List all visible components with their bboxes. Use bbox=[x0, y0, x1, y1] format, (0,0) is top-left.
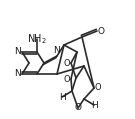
Text: O: O bbox=[64, 59, 70, 67]
Text: O: O bbox=[75, 104, 82, 112]
Text: NH$_2$: NH$_2$ bbox=[27, 32, 47, 46]
Text: O: O bbox=[64, 74, 70, 84]
Text: H: H bbox=[91, 101, 97, 109]
Text: H: H bbox=[59, 92, 65, 102]
Text: N: N bbox=[14, 69, 21, 79]
Text: O: O bbox=[94, 84, 101, 92]
Text: N: N bbox=[14, 47, 21, 57]
Text: O: O bbox=[98, 27, 105, 35]
Text: N: N bbox=[54, 46, 60, 55]
